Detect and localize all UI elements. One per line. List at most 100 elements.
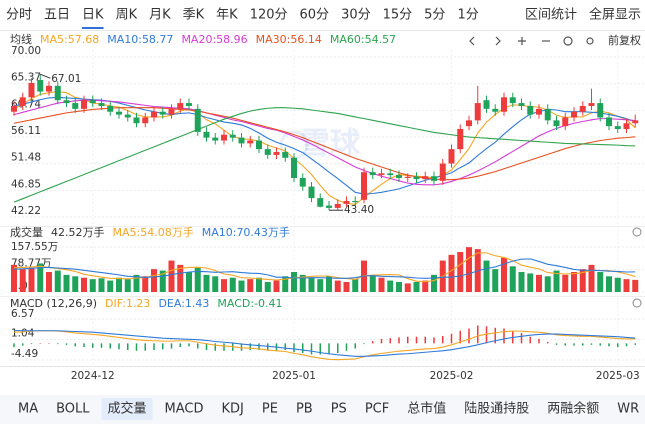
indicator-tab[interactable]: BOLL xyxy=(56,402,90,417)
top-tab[interactable]: 分时 xyxy=(6,8,32,23)
indicator-tab[interactable]: WR xyxy=(617,402,639,417)
top-action[interactable]: 全屏显示 xyxy=(589,7,641,23)
top-tab[interactable]: 60分 xyxy=(300,8,330,23)
top-action[interactable]: 区间统计 xyxy=(525,8,577,23)
candle-body xyxy=(431,176,437,181)
indicator-tab[interactable]: 总市值 xyxy=(407,401,446,417)
volume-bar xyxy=(518,272,525,292)
legend-item: MA30:56.14 xyxy=(256,33,322,46)
macd-bar xyxy=(407,336,409,344)
adjust-label[interactable]: 前复权 xyxy=(608,33,641,47)
macd-bar xyxy=(179,343,181,348)
indicator-tab[interactable]: 两融余额 xyxy=(547,401,599,417)
macd-bar xyxy=(258,343,260,351)
indicator-tab[interactable]: PB xyxy=(296,402,313,417)
volume-bar xyxy=(238,280,245,292)
volume-bar xyxy=(334,280,341,292)
macd-bar xyxy=(153,343,155,351)
macd-bar xyxy=(634,343,636,345)
top-tab[interactable]: 30分 xyxy=(341,8,371,23)
indicator-tab[interactable]: MA xyxy=(18,402,38,417)
high-marker-line xyxy=(40,73,51,79)
macd-bar xyxy=(424,336,426,344)
icon-settings[interactable] xyxy=(586,37,594,45)
volume-bar xyxy=(107,280,114,292)
macd-bar xyxy=(223,343,225,351)
macd-bar xyxy=(135,343,138,351)
candle-body xyxy=(369,172,376,176)
volume-bar xyxy=(457,252,464,292)
icon-left[interactable] xyxy=(469,36,475,46)
top-tab[interactable]: 月K xyxy=(149,8,171,23)
macd-bar xyxy=(83,343,85,348)
macd-bar xyxy=(389,338,391,344)
icon-zoom-in[interactable] xyxy=(518,37,526,45)
volume-bar xyxy=(168,260,175,292)
indicator-tab[interactable]: 成交量 xyxy=(108,401,147,417)
volume-bar xyxy=(553,270,560,292)
macd-bar xyxy=(494,327,496,344)
macd-bar xyxy=(302,343,304,353)
macd-bar xyxy=(109,343,111,349)
volume-bar xyxy=(308,277,315,292)
macd-bar xyxy=(74,343,76,347)
icon-macd-more[interactable] xyxy=(632,298,642,308)
candle-body xyxy=(509,97,516,104)
indicator-tab[interactable]: KDJ xyxy=(222,402,244,417)
y-tick-label: 70.00 xyxy=(11,45,41,57)
legend-item: DEA:1.43 xyxy=(158,297,209,310)
indicator-tab[interactable]: PCF xyxy=(365,402,389,417)
top-tab[interactable]: 15分 xyxy=(383,8,413,23)
macd-bar xyxy=(529,336,531,344)
macd-bar xyxy=(162,343,164,350)
y-tick-label: 157.55万 xyxy=(11,241,58,253)
macd-bar xyxy=(398,337,400,344)
indicator-tab[interactable]: MACD xyxy=(165,402,204,417)
y-tick-label: 65.37 xyxy=(11,72,41,84)
indicator-tab[interactable]: 陆股通持股 xyxy=(464,401,529,417)
macd-bar xyxy=(599,343,601,346)
candle-body xyxy=(492,108,499,112)
volume-bar xyxy=(89,279,96,292)
indicator-tab[interactable]: PS xyxy=(331,402,347,417)
macd-bar xyxy=(538,338,540,344)
y-tick-label: 42.22 xyxy=(11,205,41,217)
top-tab[interactable]: 季K xyxy=(183,8,205,23)
volume-bar xyxy=(579,269,586,292)
macd-bar xyxy=(625,343,628,347)
candle-body xyxy=(536,108,542,115)
icon-reset[interactable] xyxy=(563,36,573,46)
macd-bar xyxy=(468,328,470,344)
volume-bar xyxy=(448,254,455,292)
macd-bar xyxy=(555,343,558,345)
candle-body xyxy=(177,103,184,109)
candle-body xyxy=(203,131,210,138)
indicator-tab[interactable]: PE xyxy=(262,402,278,417)
candle-body xyxy=(483,100,490,109)
macd-bar xyxy=(267,343,269,351)
top-tab[interactable]: 120分 xyxy=(250,8,288,23)
top-tab[interactable]: 年K xyxy=(216,8,238,23)
top-tab[interactable]: 日K xyxy=(82,8,104,23)
high-label: 67.01 xyxy=(51,73,81,85)
top-tab[interactable]: 1分 xyxy=(457,8,478,23)
icon-right[interactable] xyxy=(495,36,501,46)
candle-body xyxy=(28,82,35,98)
candle-body xyxy=(361,172,367,200)
volume-bar xyxy=(37,263,44,292)
ma-line xyxy=(13,107,636,203)
top-tab[interactable]: 5分 xyxy=(424,8,445,23)
candle-body xyxy=(282,152,289,158)
volume-bar xyxy=(509,266,516,292)
macd-bar xyxy=(48,343,50,344)
candle-body xyxy=(142,117,149,124)
macd-bar xyxy=(547,341,549,344)
icon-volume-more[interactable] xyxy=(632,227,642,237)
volume-bar xyxy=(186,272,192,292)
candle-body xyxy=(133,117,140,124)
top-tab[interactable]: 五日 xyxy=(44,8,70,23)
candle-body xyxy=(632,120,639,124)
candle-body xyxy=(186,103,192,106)
top-tab[interactable]: 周K xyxy=(116,8,138,23)
chart-toolbar[interactable] xyxy=(469,36,594,46)
